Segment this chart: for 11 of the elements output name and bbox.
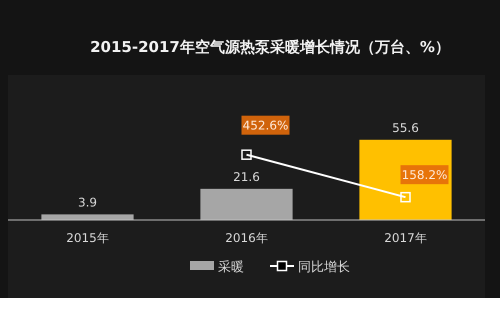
x-tick-label: 2015年 xyxy=(66,231,109,245)
x-tick-label: 2016年 xyxy=(225,231,268,245)
legend-label: 同比增长 xyxy=(298,260,350,275)
data-label: 3.9 xyxy=(78,195,98,210)
data-label: 21.6 xyxy=(233,170,260,184)
x-tick-label: 2017年 xyxy=(384,231,427,245)
data-label: 158.2% xyxy=(402,168,448,182)
data-label: 55.6 xyxy=(392,120,419,135)
chart-title: 2015-2017年空气源热泵采暖增长情况（万台、%） xyxy=(90,38,450,56)
data-label: 452.6% xyxy=(242,118,288,133)
legend-label: 采暖 xyxy=(218,260,244,275)
